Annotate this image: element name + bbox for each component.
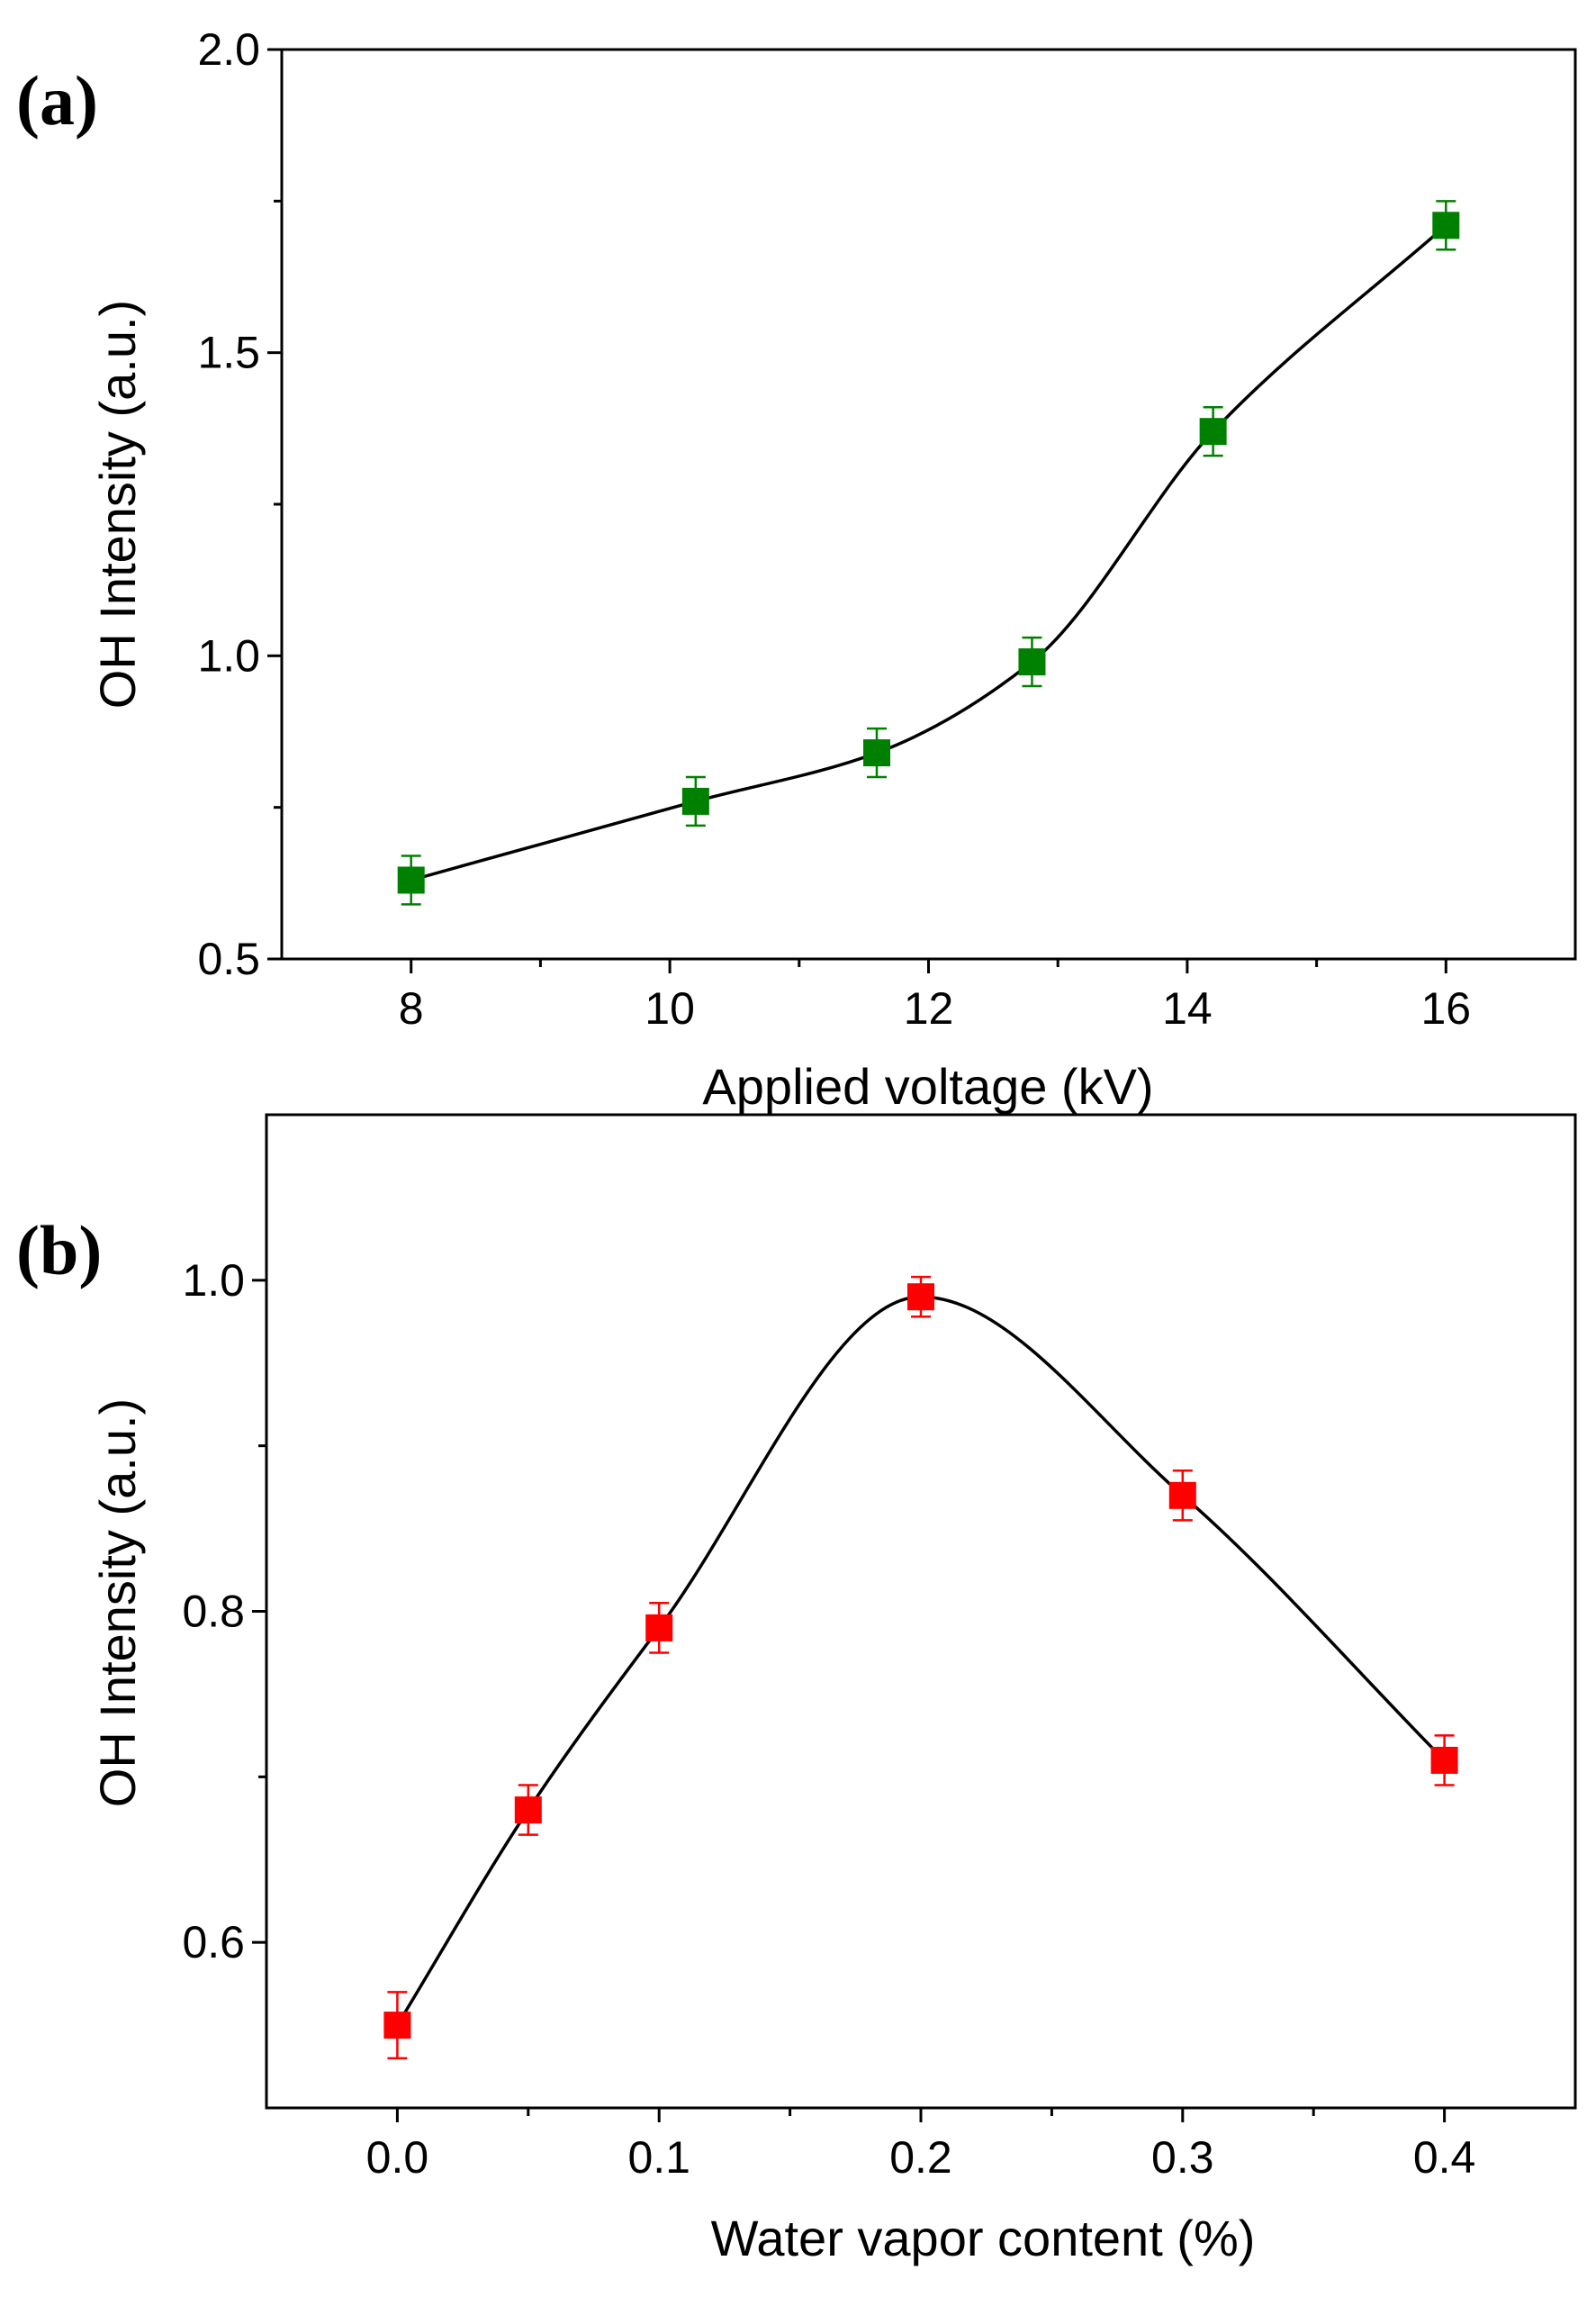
panel-b-series-curve	[395, 1295, 1446, 2027]
panel-b-x-axis-label: Water vapor content (%)	[711, 2210, 1256, 2266]
square-marker	[907, 1283, 934, 1311]
panel-b-ticks: 0.0 0.1 0.2 0.3 0.4 0.6 0.8 1.0	[182, 1255, 1475, 2183]
data-point	[1168, 1469, 1196, 1522]
x-tick-label: 8	[399, 983, 424, 1034]
data-point	[1430, 1734, 1458, 1786]
panel-a-x-axis-label: Applied voltage (kV)	[702, 1058, 1153, 1115]
panel-a: (a) 8 10 12 14 16 0.5 1.0 1.5 2.0 Applied voltag…	[16, 24, 1577, 1115]
y-tick-label: 0.5	[197, 934, 260, 984]
square-marker	[514, 1796, 542, 1824]
x-tick-label: 10	[645, 983, 695, 1034]
x-tick-label: 0.2	[889, 2132, 952, 2183]
data-point	[863, 727, 891, 779]
x-tick-label: 0.0	[366, 2132, 429, 2183]
panel-a-series-curve	[410, 223, 1447, 882]
x-tick-label: 0.4	[1413, 2132, 1476, 2183]
square-marker	[1199, 418, 1227, 446]
square-marker	[383, 2012, 411, 2039]
data-point	[1199, 406, 1227, 457]
square-marker	[397, 866, 425, 894]
data-point	[1432, 200, 1460, 251]
y-tick-label: 1.0	[197, 630, 260, 681]
y-tick-label: 1.5	[197, 328, 260, 378]
panel-b: (b) 0.0 0.1 0.2 0.3 0.4 0.6 0.8 1.0 Water vapor…	[16, 1113, 1577, 2266]
panel-a-label: (a)	[16, 61, 98, 140]
square-marker	[1018, 648, 1046, 676]
panel-a-plot-frame	[280, 48, 1577, 961]
panel-b-data-points	[383, 1275, 1458, 2060]
x-tick-label: 16	[1420, 983, 1471, 1034]
x-tick-label: 12	[904, 983, 954, 1034]
data-point	[397, 855, 425, 906]
data-point	[645, 1602, 673, 1654]
y-tick-label: 2.0	[197, 24, 260, 75]
data-point	[907, 1275, 934, 1318]
square-marker	[863, 739, 891, 767]
y-tick-label: 0.6	[182, 1917, 245, 1967]
square-marker	[1432, 212, 1460, 240]
x-tick-label: 14	[1162, 983, 1213, 1034]
square-marker	[645, 1614, 673, 1641]
panel-a-ticks: 8 10 12 14 16 0.5 1.0 1.5 2.0	[197, 24, 1471, 1034]
square-marker	[1168, 1481, 1196, 1509]
panel-b-plot-frame	[265, 1113, 1577, 2110]
data-point	[514, 1784, 542, 1836]
square-marker	[681, 787, 709, 815]
square-marker	[1430, 1746, 1458, 1774]
data-point	[1018, 636, 1046, 688]
data-point	[681, 775, 709, 827]
data-point	[383, 1991, 411, 2060]
panel-b-label: (b)	[16, 1211, 102, 1289]
y-tick-label: 0.8	[182, 1587, 245, 1637]
x-tick-label: 0.1	[627, 2132, 690, 2183]
panel-b-y-axis-label: OH Intensity (a.u.)	[89, 1398, 146, 1807]
panel-a-y-axis-label: OH Intensity (a.u.)	[89, 300, 146, 709]
panel-a-data-points	[397, 200, 1460, 906]
y-tick-label: 1.0	[182, 1255, 245, 1306]
x-tick-label: 0.3	[1151, 2132, 1214, 2183]
